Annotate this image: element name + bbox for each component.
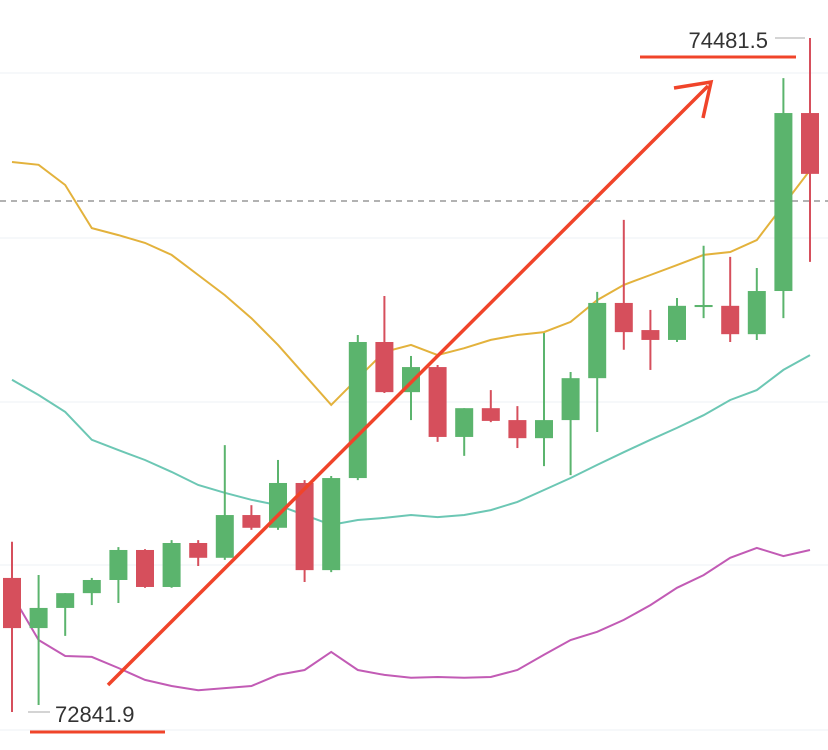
candle-body <box>481 408 500 421</box>
candle-body <box>535 420 553 439</box>
candle-body <box>747 291 766 335</box>
candle-body <box>242 515 261 528</box>
candle-body <box>322 478 341 571</box>
candle-body <box>694 304 713 308</box>
candle-body <box>162 542 181 587</box>
marks <box>0 38 828 712</box>
high-label: 74481.5 <box>688 28 768 53</box>
annotations: 74481.5 72841.9 <box>28 28 805 734</box>
candle-body <box>561 378 580 421</box>
candle-body <box>215 515 234 558</box>
indicator-line <box>11 354 811 526</box>
arrow-head <box>673 79 714 119</box>
indicator-line <box>11 161 811 407</box>
low-label: 72841.9 <box>55 702 135 727</box>
candle-body <box>82 579 101 594</box>
candle-body <box>428 367 447 437</box>
candle-body <box>375 341 394 393</box>
candle-body <box>29 607 48 629</box>
candle-body <box>295 482 314 571</box>
candle-body <box>136 549 154 587</box>
indicator-line <box>11 546 811 692</box>
candle-body <box>455 408 474 437</box>
candle-body <box>721 305 740 335</box>
candle-body <box>189 542 208 558</box>
candle-body <box>109 549 128 580</box>
candle-body <box>774 113 793 292</box>
candle-body <box>508 420 527 439</box>
candle-body <box>348 341 367 479</box>
candle-body <box>668 305 686 340</box>
candle-body <box>801 113 819 174</box>
candle-body <box>56 593 75 608</box>
trend-arrow <box>106 84 710 687</box>
candle-body <box>269 482 287 528</box>
candle-body <box>588 302 607 379</box>
candle-body <box>641 330 660 340</box>
candle-body <box>3 577 21 629</box>
candle-body <box>614 302 633 333</box>
